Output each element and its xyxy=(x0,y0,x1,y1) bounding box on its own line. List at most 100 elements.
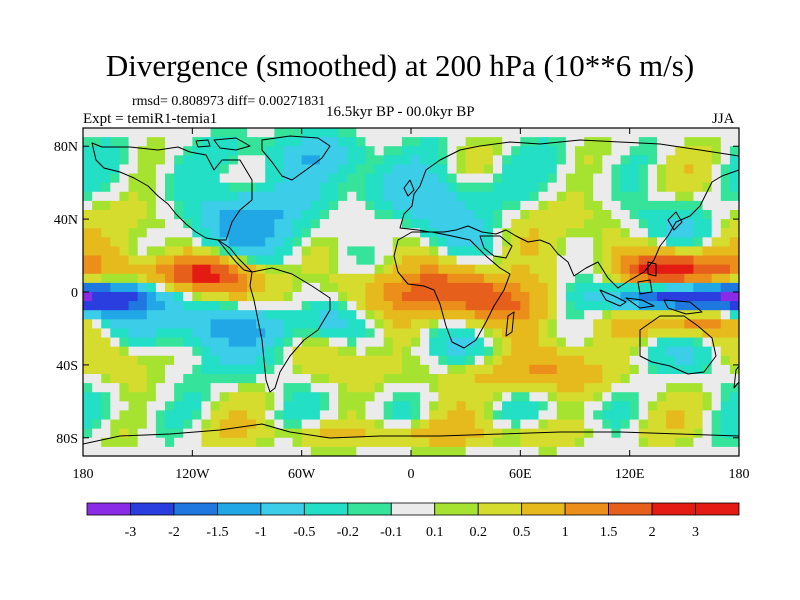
field-cell xyxy=(155,155,166,166)
field-cell xyxy=(101,319,111,330)
field-cell xyxy=(119,282,130,293)
field-cell xyxy=(183,219,193,229)
field-cell xyxy=(702,200,713,211)
field-cell xyxy=(256,383,266,393)
field-cell xyxy=(274,273,285,284)
rmsd-label: rmsd= 0.808973 diff= 0.00271831 xyxy=(132,94,326,109)
field-cell xyxy=(684,182,695,193)
field-cell xyxy=(447,328,458,339)
field-cell xyxy=(675,137,685,147)
x-tick-label: 120W xyxy=(175,467,210,482)
field-cell xyxy=(666,292,676,302)
field-cell xyxy=(447,155,458,166)
field-cell xyxy=(356,301,367,311)
field-cell xyxy=(310,446,321,456)
field-cell xyxy=(729,346,739,357)
field-cell xyxy=(319,401,330,412)
field-cell xyxy=(274,301,285,311)
field-cell xyxy=(174,437,184,448)
field-cell xyxy=(420,200,430,211)
field-cell xyxy=(183,273,193,284)
field-cell xyxy=(429,337,439,348)
field-cell xyxy=(210,246,221,257)
field-cell xyxy=(666,146,676,156)
field-cell xyxy=(237,255,248,266)
field-cell xyxy=(483,428,494,439)
field-cell xyxy=(456,355,467,366)
field-cell xyxy=(647,255,658,266)
field-cell xyxy=(356,337,367,348)
field-cell xyxy=(392,301,403,311)
field-cell xyxy=(593,146,603,156)
field-cell xyxy=(310,337,321,348)
field-cell xyxy=(520,374,531,384)
field-cell xyxy=(365,383,376,393)
field-cell xyxy=(584,137,594,147)
field-cell xyxy=(201,419,212,430)
field-cell xyxy=(702,364,713,375)
field-cell xyxy=(502,273,512,284)
season-label: JJA xyxy=(712,111,735,127)
field-cell xyxy=(456,237,467,248)
field-cell xyxy=(347,401,357,412)
field-cell xyxy=(520,164,531,175)
field-cell xyxy=(675,264,685,275)
field-cell xyxy=(447,401,458,412)
field-cell xyxy=(447,182,458,193)
field-cell xyxy=(493,419,503,430)
field-cell xyxy=(201,246,212,257)
field-cell xyxy=(629,146,640,156)
field-cell xyxy=(529,273,540,284)
field-cell xyxy=(338,210,348,220)
field-cell xyxy=(183,237,193,248)
field-cell xyxy=(474,392,485,402)
field-cell xyxy=(511,301,521,311)
field-cell xyxy=(401,146,412,156)
field-cell xyxy=(438,328,449,339)
field-cell xyxy=(192,383,203,393)
field-cell xyxy=(547,255,558,266)
field-cell xyxy=(483,155,494,166)
field-cell xyxy=(429,128,439,138)
field-cell xyxy=(675,164,685,175)
field-cell xyxy=(575,164,585,175)
field-cell xyxy=(429,328,439,339)
field-cell xyxy=(493,346,503,357)
field-cell xyxy=(347,428,357,439)
field-cell xyxy=(684,346,695,357)
field-cell xyxy=(565,328,576,339)
field-cell xyxy=(456,346,467,357)
field-cell xyxy=(274,146,285,156)
field-cell xyxy=(347,310,357,320)
field-cell xyxy=(611,301,622,311)
field-cell xyxy=(265,346,275,357)
field-cell xyxy=(265,164,275,175)
field-cell xyxy=(675,401,685,412)
field-cell xyxy=(283,337,294,348)
field-cell xyxy=(483,301,494,311)
field-cell xyxy=(92,255,102,266)
field-cell xyxy=(711,200,722,211)
field-cell xyxy=(192,182,203,193)
field-cell xyxy=(265,374,275,384)
field-cell xyxy=(92,374,102,384)
field-cell xyxy=(493,155,503,166)
field-cell xyxy=(310,228,321,238)
field-cell xyxy=(329,219,339,229)
field-cell xyxy=(183,246,193,257)
field-cell xyxy=(657,182,667,193)
field-cell xyxy=(684,246,695,257)
field-cell xyxy=(629,319,640,330)
field-cell xyxy=(629,292,640,302)
field-cell xyxy=(283,128,294,138)
field-cell xyxy=(711,310,722,320)
field-cell xyxy=(192,128,203,138)
field-cell xyxy=(319,146,330,156)
field-cell xyxy=(265,191,275,202)
field-cell xyxy=(292,410,303,421)
field-cell xyxy=(347,319,357,330)
field-cell xyxy=(447,446,458,456)
field-cell xyxy=(183,155,193,166)
field-cell xyxy=(292,210,303,220)
field-cell xyxy=(447,374,458,384)
